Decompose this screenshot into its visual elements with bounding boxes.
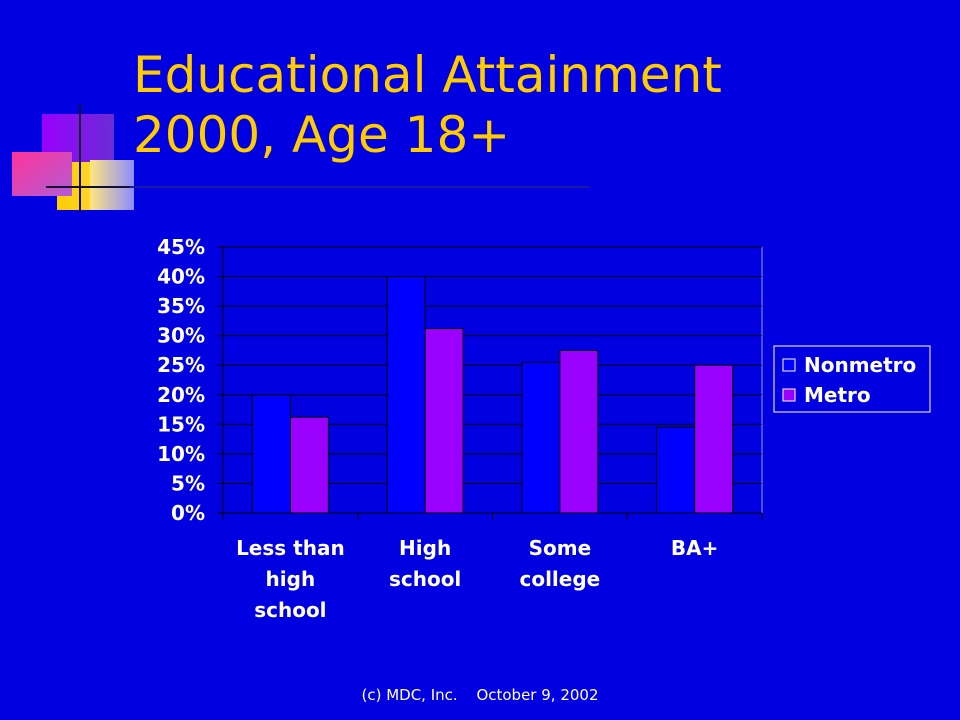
- legend-swatch-nonmetro: [782, 358, 796, 372]
- x-tick-label: high: [266, 567, 316, 591]
- decorative-squares: [12, 104, 590, 212]
- bar-nonmetro: [656, 426, 696, 514]
- footer-copyright: (c) MDC, Inc.: [361, 686, 458, 704]
- y-tick-label: 45%: [157, 235, 205, 259]
- x-tick-label: Less than: [236, 536, 345, 560]
- title-line-1: Educational Attainment: [133, 46, 722, 104]
- legend-box: [773, 345, 931, 413]
- bar-nonmetro: [386, 276, 426, 514]
- bar-metro: [424, 328, 464, 514]
- slide-title: Educational Attainment 2000, Age 18+: [133, 45, 722, 165]
- y-tick-label: 10%: [157, 442, 205, 466]
- x-tick-label: school: [254, 598, 326, 622]
- y-tick-label: 15%: [157, 412, 205, 436]
- x-tick-label: High: [399, 536, 451, 560]
- x-tick-label: college: [519, 567, 600, 591]
- y-tick-label: 30%: [157, 324, 205, 348]
- title-line-2: 2000, Age 18+: [133, 106, 511, 164]
- x-tick-label: school: [389, 567, 461, 591]
- x-tick-label: BA+: [671, 536, 718, 560]
- bar-metro: [289, 416, 329, 514]
- x-tick-label: Some: [529, 536, 592, 560]
- pink-square: [12, 152, 72, 196]
- bar-metro: [559, 349, 599, 514]
- legend-swatch-metro: [782, 388, 796, 402]
- y-tick-label: 5%: [171, 471, 205, 495]
- y-tick-label: 25%: [157, 353, 205, 377]
- legend-label-nonmetro: Nonmetro: [804, 353, 916, 377]
- bar-metro: [694, 364, 734, 514]
- fade-square: [90, 160, 134, 210]
- bar-nonmetro: [251, 394, 291, 514]
- bar-nonmetro: [521, 361, 561, 514]
- y-tick-label: 40%: [157, 265, 205, 289]
- footer-date: October 9, 2002: [476, 686, 599, 704]
- footer: (c) MDC, Inc. October 9, 2002: [0, 686, 960, 704]
- y-tick-label: 35%: [157, 294, 205, 318]
- y-tick-label: 20%: [157, 383, 205, 407]
- y-tick-label: 0%: [171, 501, 205, 525]
- legend-label-metro: Metro: [804, 383, 871, 407]
